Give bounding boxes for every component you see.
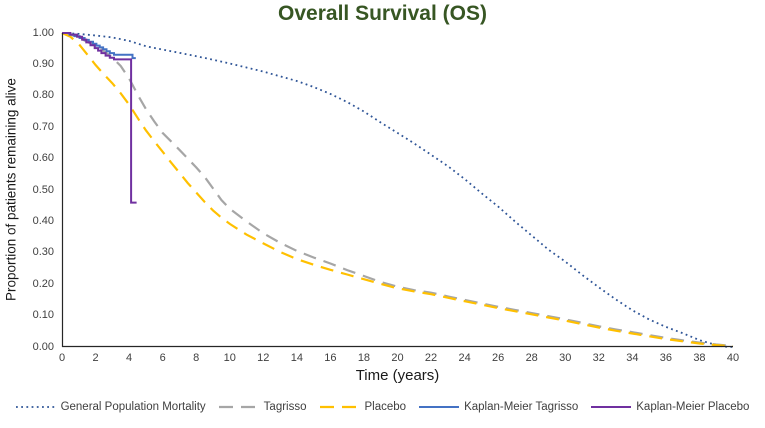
x-tick-label: 24 <box>458 352 471 364</box>
x-tick-label: 26 <box>492 352 505 364</box>
x-tick-label: 22 <box>424 352 438 364</box>
x-tick-label: 40 <box>726 352 740 364</box>
legend-label: Tagrisso <box>263 401 307 413</box>
y-tick-label: 0.20 <box>32 277 54 290</box>
x-tick-label: 16 <box>324 352 337 364</box>
x-tick-label: 2 <box>92 352 99 364</box>
series-line-general-population-mortality <box>61 32 734 348</box>
x-tick-label: 32 <box>592 352 605 364</box>
legend-label: General Population Mortality <box>60 401 206 413</box>
x-tick-label: 38 <box>693 352 706 364</box>
legend-line-sample-dotted <box>15 406 56 408</box>
x-axis-title: Time (years) <box>355 367 440 384</box>
y-tick-label: 0.60 <box>32 152 54 165</box>
y-tick-label: 0.40 <box>32 214 54 227</box>
y-tick-label: 0.30 <box>32 246 54 259</box>
chart-title: Overall Survival (OS) <box>278 2 487 25</box>
legend-item-tagrisso: Tagrisso <box>218 401 307 413</box>
y-tick-label: 0.10 <box>32 309 54 322</box>
legend-item-kaplan-meier-tagrisso: Kaplan-Meier Tagrisso <box>419 401 578 413</box>
series-line-placebo <box>61 31 734 348</box>
x-tick-label: 18 <box>357 352 371 364</box>
x-tick-label: 12 <box>257 352 270 364</box>
x-tick-label: 30 <box>559 352 572 364</box>
legend-label: Kaplan-Meier Placebo <box>636 401 750 413</box>
legend-label: Placebo <box>364 401 407 413</box>
y-tick-label: 0.50 <box>32 183 54 196</box>
y-tick-label: 0.00 <box>32 340 54 353</box>
x-tick-label: 36 <box>659 352 673 364</box>
x-tick-label: 14 <box>290 352 303 364</box>
series-line-kaplan-meier-placebo <box>62 32 137 204</box>
plot-area <box>61 31 734 348</box>
legend-line-sample-dashed <box>218 405 259 409</box>
legend-item-placebo: Placebo <box>319 401 407 413</box>
y-tick-label: 0.80 <box>32 89 54 102</box>
x-tick-label: 8 <box>193 352 200 364</box>
y-tick-label: 0.70 <box>32 120 54 133</box>
legend-line-sample-solid <box>591 406 632 408</box>
x-tick-label: 4 <box>126 352 133 364</box>
series-line-tagrisso <box>61 31 730 347</box>
legend-item-kaplan-meier-placebo: Kaplan-Meier Placebo <box>591 401 749 413</box>
legend-line-sample-solid <box>419 406 460 408</box>
legend-label: Kaplan-Meier Tagrisso <box>464 401 579 413</box>
y-tick-label: 0.90 <box>32 57 54 70</box>
y-tick-label: 1.00 <box>32 26 54 39</box>
legend-line-sample-dashed <box>319 405 360 409</box>
x-tick-label: 10 <box>223 352 236 364</box>
x-tick-label: 6 <box>159 352 166 364</box>
x-tick-label: 20 <box>391 352 404 364</box>
chart-legend: General Population Mortality Tagrisso Plac… <box>0 401 765 413</box>
x-tick-label: 28 <box>525 352 538 364</box>
x-tick-label: 34 <box>626 352 639 364</box>
x-tick-label: 0 <box>58 352 66 364</box>
legend-item-general-population-mortality: General Population Mortality <box>15 401 206 413</box>
